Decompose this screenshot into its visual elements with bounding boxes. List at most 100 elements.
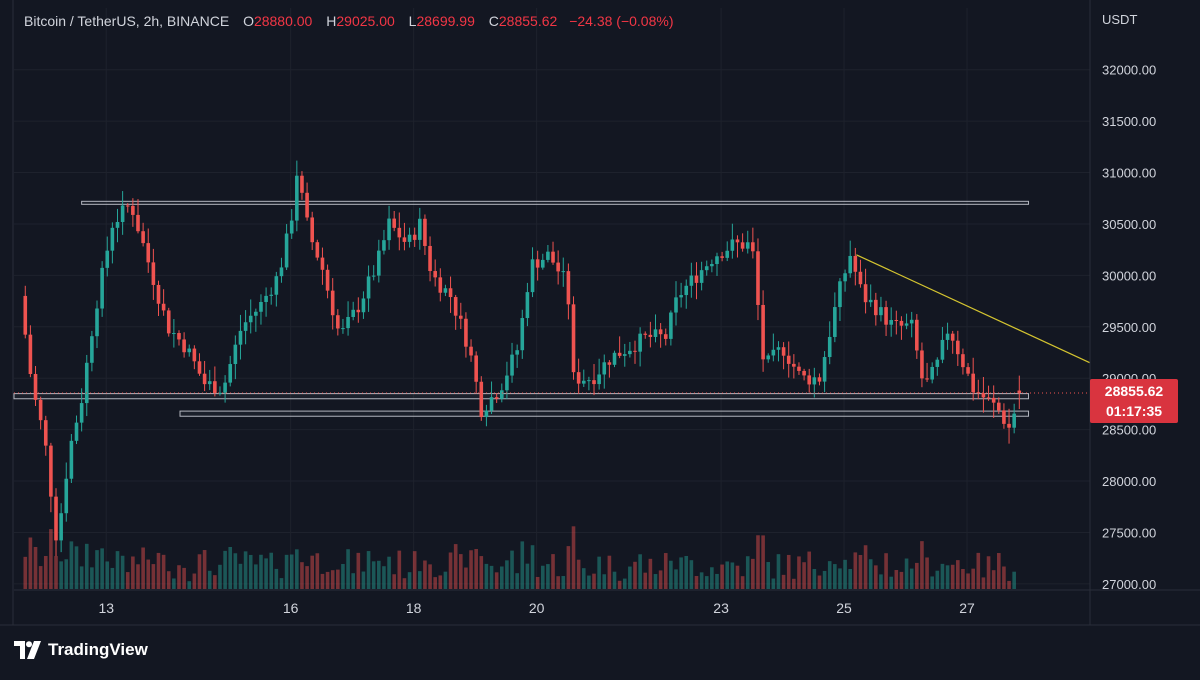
tradingview-logo-icon: [14, 641, 41, 659]
volume-bar: [269, 552, 274, 589]
volume-bar: [571, 526, 576, 589]
volume-bar: [704, 576, 709, 589]
volume-bar: [879, 574, 883, 589]
volume-bar: [725, 561, 730, 589]
volume-bar: [730, 562, 735, 589]
candle-body: [669, 312, 673, 339]
candle-body: [325, 269, 330, 291]
candle-body: [125, 205, 130, 207]
volume-bar: [418, 571, 422, 589]
y-tick-label: 27500.00: [1102, 525, 1156, 540]
candle-body: [494, 397, 499, 399]
horizontal-level: [13, 393, 1030, 400]
candle-body: [402, 237, 407, 242]
volume-bar: [838, 568, 842, 589]
candle-body: [525, 292, 530, 319]
volume-bar: [59, 561, 63, 589]
horizontal-level: [179, 410, 1030, 417]
candle-body: [418, 218, 422, 240]
volume-bar: [95, 550, 99, 589]
candle-body: [694, 275, 699, 283]
volume-bar: [612, 571, 617, 589]
candle-body: [986, 397, 991, 399]
candle-body: [797, 366, 801, 371]
volume-bar: [397, 550, 402, 589]
candle-body: [95, 308, 99, 337]
candle-body: [940, 339, 945, 360]
candle-body: [464, 318, 468, 347]
candle-body: [720, 256, 724, 258]
candle-body: [740, 242, 745, 249]
candle-body: [638, 333, 642, 352]
tradingview-branding[interactable]: TradingView: [14, 640, 148, 660]
y-tick-label: 28000.00: [1102, 474, 1156, 489]
volume-bar: [300, 562, 304, 589]
candle-body: [530, 259, 535, 293]
volume-bar: [720, 564, 724, 589]
volume-bar: [669, 560, 673, 589]
volume-bar: [443, 571, 448, 589]
volume-bar: [884, 553, 888, 589]
candle-body: [884, 307, 888, 325]
volume-bar: [899, 571, 904, 589]
volume-bar: [320, 573, 325, 589]
volume-bar: [254, 564, 258, 589]
volume-bar: [489, 565, 494, 589]
candle-body: [448, 288, 453, 298]
volume-bar: [735, 565, 740, 589]
candle-body: [930, 366, 934, 380]
volume-bar: [49, 529, 53, 589]
candle-body: [838, 281, 842, 308]
volume-bar: [356, 552, 361, 589]
candle-body: [320, 257, 325, 270]
volume-bar: [863, 545, 868, 589]
low-value: 28699.99: [416, 13, 475, 29]
volume-bar: [151, 564, 156, 589]
candle-body: [592, 380, 596, 385]
trend-layer: [856, 254, 1091, 364]
volume-bar: [776, 554, 781, 589]
volume-bar: [172, 578, 176, 589]
candle-body: [274, 276, 279, 295]
candle-body: [622, 354, 627, 356]
volume-bar: [715, 573, 719, 589]
volume-bar: [182, 567, 186, 589]
candle-body: [64, 478, 69, 514]
volume-bar: [166, 571, 171, 589]
candle-body: [110, 227, 115, 251]
open-label: O: [243, 13, 254, 29]
volume-bar: [761, 535, 765, 589]
candle-body: [330, 290, 335, 316]
volume-bar: [843, 559, 847, 589]
candle-body: [633, 350, 637, 352]
volume-bar: [858, 555, 863, 589]
candle-body: [827, 336, 832, 358]
y-tick-label: 28500.00: [1102, 423, 1156, 438]
candle-body: [925, 378, 929, 380]
volume-bar: [207, 570, 212, 589]
candle-body: [710, 264, 714, 267]
candle-body: [341, 328, 345, 330]
volume-bar: [351, 573, 355, 589]
candle-body: [966, 367, 970, 374]
candle-body: [120, 205, 125, 223]
volume-bar: [110, 567, 115, 589]
candle-body: [433, 271, 437, 278]
volume-bar: [23, 556, 28, 589]
volume-bar: [597, 556, 601, 589]
candle-body: [761, 304, 765, 360]
volume-bar: [371, 561, 376, 589]
candle-body: [310, 217, 315, 243]
volume-bar: [540, 565, 545, 589]
candle-body: [945, 333, 950, 340]
x-tick-label: 20: [529, 600, 545, 616]
candle-body: [397, 227, 402, 238]
volume-bar: [827, 561, 832, 589]
candle-body: [792, 363, 796, 367]
volume-bar: [940, 563, 945, 589]
candle-body: [597, 374, 601, 385]
x-tick-label: 25: [836, 600, 852, 616]
x-tick-label: 27: [959, 600, 975, 616]
